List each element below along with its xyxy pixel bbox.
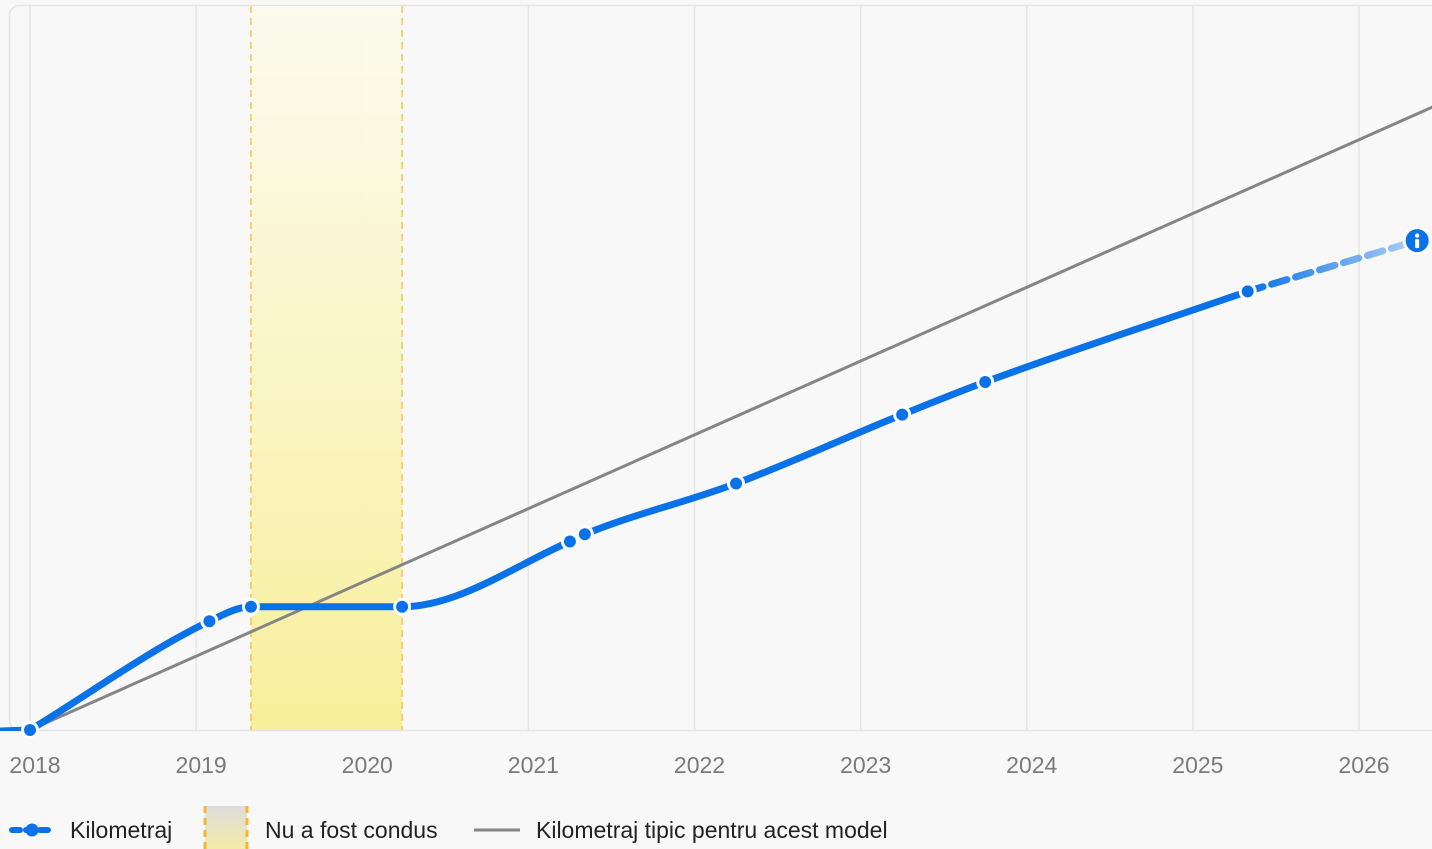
legend-label-kilometraj: Kilometraj xyxy=(70,817,172,843)
info-icon[interactable] xyxy=(1402,226,1432,256)
mileage-point[interactable] xyxy=(727,474,746,493)
mileage-point[interactable] xyxy=(200,612,219,631)
legend: Kilometraj Nu a fost condus Kilometraj t… xyxy=(9,806,888,849)
mileage-point[interactable] xyxy=(560,532,579,551)
legend-label-kilometraj-tipic: Kilometraj tipic pentru acest model xyxy=(536,817,888,843)
mileage-point[interactable] xyxy=(393,597,412,616)
x-tick-label: 2022 xyxy=(674,752,725,778)
mileage-projection-line xyxy=(1244,237,1421,295)
plot-frame xyxy=(8,4,1432,732)
x-tick-label: 2023 xyxy=(840,752,891,778)
legend-item-kilometraj-tipic[interactable]: Kilometraj tipic pentru acest model xyxy=(474,817,888,843)
mileage-point[interactable] xyxy=(976,373,995,391)
legend-band-swatch xyxy=(205,806,247,849)
x-tick-label: 2025 xyxy=(1172,752,1223,778)
mileage-points-layer xyxy=(21,282,1257,739)
mileage-point[interactable] xyxy=(21,721,39,739)
mileage-point[interactable] xyxy=(241,597,260,616)
x-tick-label: 2024 xyxy=(1006,752,1057,778)
mileage-point[interactable] xyxy=(893,405,912,424)
legend-item-kilometraj[interactable]: Kilometraj xyxy=(9,817,172,843)
typical-mileage-layer xyxy=(28,105,1432,732)
legend-item-nu-a-fost-condus[interactable]: Nu a fost condus xyxy=(203,806,438,849)
x-tick-label: 2020 xyxy=(342,752,393,778)
mileage-point[interactable] xyxy=(575,525,594,544)
legend-label-nu-a-fost-condus: Nu a fost condus xyxy=(265,817,438,843)
typical-mileage-line xyxy=(28,105,1432,732)
x-axis-ticks: 2018 2019 2020 2021 2022 2023 2024 2025 2026 xyxy=(9,752,1389,778)
x-tick-label: 2026 xyxy=(1338,752,1389,778)
mileage-point[interactable] xyxy=(1238,282,1257,301)
x-tick-label: 2019 xyxy=(176,752,227,778)
x-tick-label: 2021 xyxy=(508,752,559,778)
x-tick-label: 2018 xyxy=(9,752,60,778)
legend-marker-dot xyxy=(25,823,39,837)
